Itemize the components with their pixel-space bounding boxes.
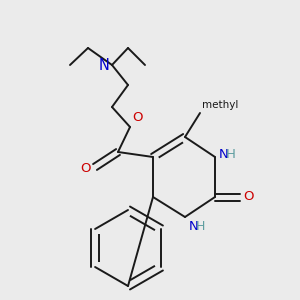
Text: N: N: [189, 220, 199, 233]
Text: N: N: [219, 148, 229, 160]
Text: H: H: [226, 148, 236, 160]
Text: O: O: [132, 111, 142, 124]
Text: methyl: methyl: [202, 100, 238, 110]
Text: H: H: [196, 220, 206, 233]
Text: O: O: [243, 190, 254, 203]
Text: N: N: [98, 58, 109, 73]
Text: O: O: [80, 163, 91, 176]
